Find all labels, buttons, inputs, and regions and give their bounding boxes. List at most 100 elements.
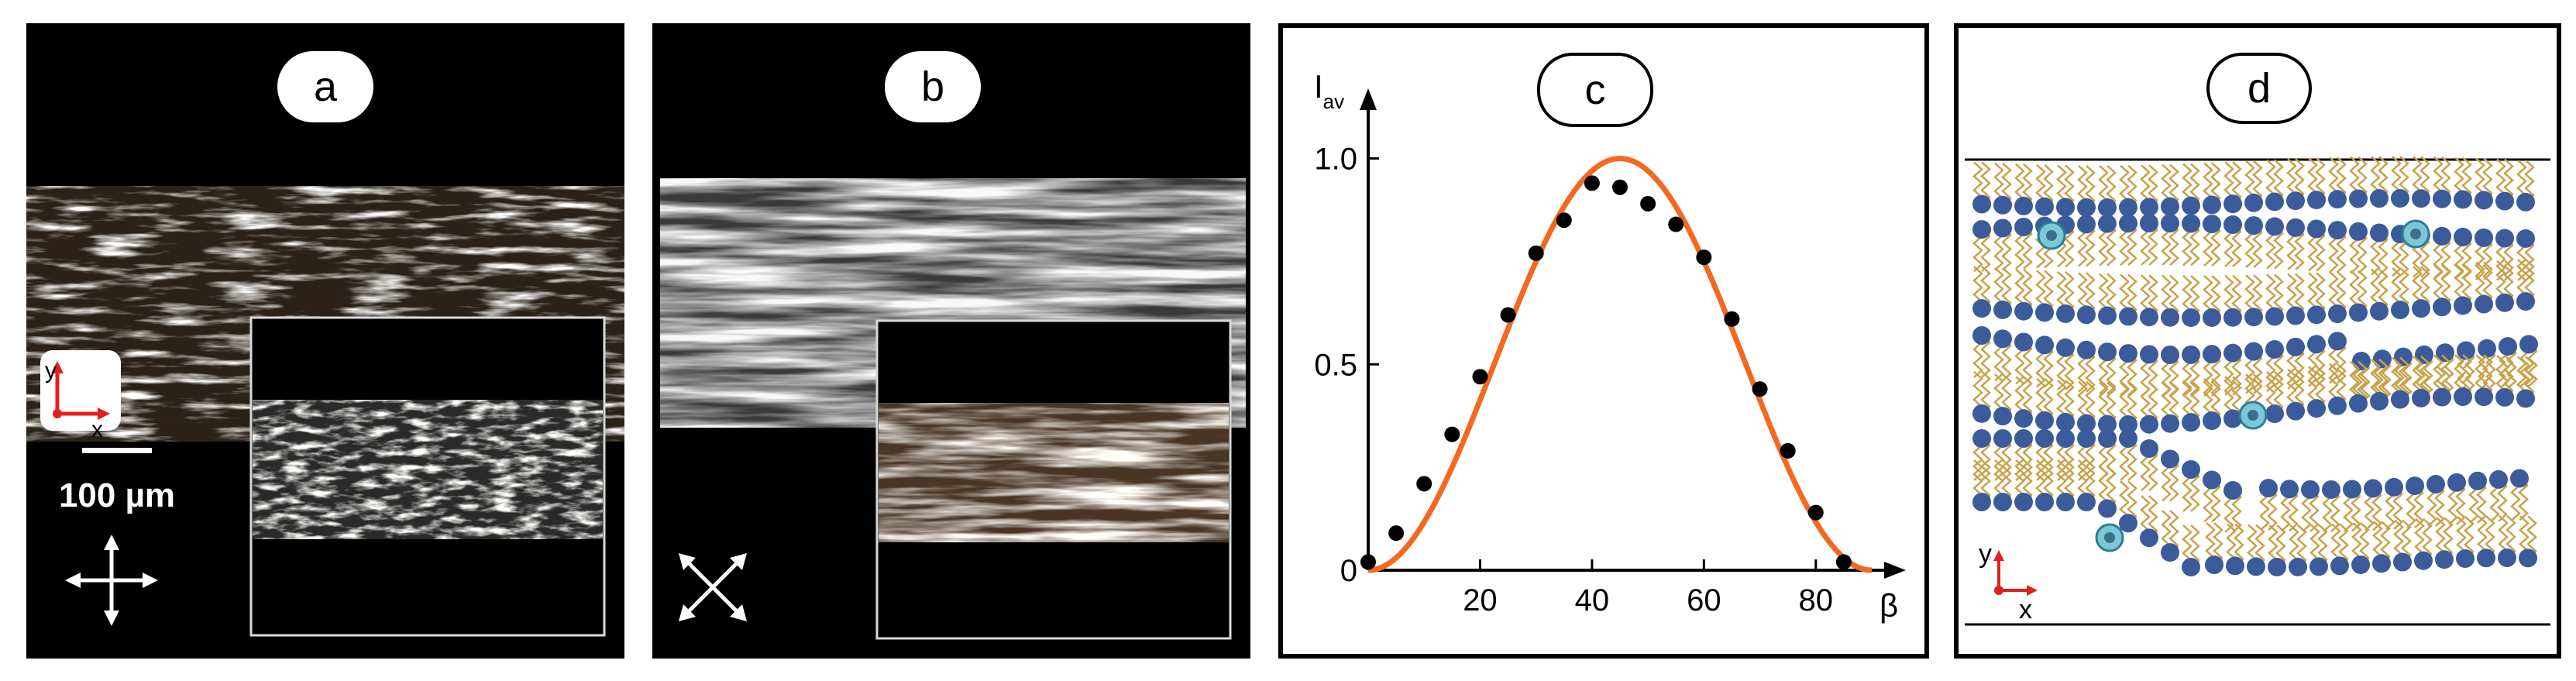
lipid-head	[2391, 189, 2409, 208]
data-point-2	[1416, 476, 1432, 492]
lipid-head	[2077, 215, 2096, 234]
lipid-head	[2244, 308, 2263, 327]
lipid-head	[2056, 198, 2075, 217]
lipid-head	[2412, 388, 2430, 408]
lipid-head	[2182, 308, 2200, 327]
y-axis-arrow-icon	[1360, 88, 1377, 110]
lipid-head	[2223, 308, 2242, 327]
lipid-head	[2119, 198, 2137, 217]
lipid-head	[2035, 197, 2054, 216]
lipid-head	[2098, 499, 2117, 518]
lipid-head	[2352, 352, 2371, 370]
lipid-head	[2119, 214, 2137, 233]
lipid-head	[2477, 549, 2495, 568]
lipid-head	[2391, 301, 2409, 320]
data-point-8	[1584, 175, 1600, 191]
lipid-head	[2349, 394, 2368, 413]
lipid-head	[2370, 391, 2389, 411]
lipid-head	[2433, 226, 2451, 246]
y-tick-label-1: 0.5	[1314, 348, 1357, 382]
lipid-head	[2119, 307, 2137, 326]
lipid-head	[2203, 195, 2221, 215]
lipid-head	[2364, 479, 2382, 498]
lipid-head	[2014, 409, 2033, 428]
y-axis-label-subscript: av	[1323, 90, 1344, 113]
lipid-head	[2370, 223, 2389, 242]
lipid-head	[2014, 429, 2033, 448]
lipid-head	[2182, 558, 2200, 576]
lipid-head	[1993, 329, 2012, 349]
data-point-14	[1752, 381, 1768, 397]
lipid-head	[2328, 221, 2347, 240]
lipid-head	[2516, 292, 2535, 311]
lipid-head	[2056, 493, 2075, 511]
lipid-head	[2077, 305, 2096, 325]
particle-core-0	[2046, 230, 2057, 241]
lipid-head	[2468, 471, 2487, 490]
lipid-head	[2014, 217, 2033, 236]
lipid-head	[2140, 439, 2158, 458]
lipid-head	[2140, 198, 2158, 217]
lipid-head	[2475, 387, 2493, 407]
particle-core-3	[2104, 532, 2115, 543]
scale-bar-label: 100 µm	[59, 476, 175, 514]
lipid-head	[2328, 332, 2347, 351]
lipid-head	[1993, 195, 2012, 215]
panel-a-micrograph: y x 100 µm	[26, 186, 624, 637]
lipid-head	[2223, 215, 2242, 234]
panel-b-label: b	[885, 51, 981, 122]
data-point-1	[1388, 525, 1405, 542]
data-point-5	[1500, 307, 1516, 323]
lipid-head	[2161, 449, 2179, 469]
lipid-head	[2056, 429, 2075, 448]
lipid-head	[2370, 189, 2389, 208]
intensity-chart: 20 40 60 80 0 0.5 1.0 β Iav	[1314, 68, 1906, 624]
fit-curve	[1367, 155, 1873, 573]
lipid-head	[2393, 552, 2412, 572]
lipid-head	[2489, 469, 2508, 489]
lipid-head	[2475, 294, 2493, 314]
lipid-head	[1972, 220, 1991, 239]
data-point-4	[1472, 369, 1488, 385]
lipid-head	[2343, 480, 2361, 499]
lipid-head	[2372, 554, 2391, 573]
panel-d-axis-y-label: y	[1979, 539, 1992, 569]
lipid-head	[2161, 308, 2179, 327]
panel-d-label: d	[2206, 53, 2312, 124]
lipid-head	[2265, 217, 2284, 236]
lipid-head	[2286, 218, 2305, 237]
lipid-head	[2035, 429, 2054, 448]
lipid-head	[2475, 191, 2493, 210]
lipid-head	[2516, 229, 2535, 248]
lipid-head	[2077, 493, 2096, 511]
lipid-head	[2499, 337, 2517, 356]
lipid-head	[2286, 401, 2305, 421]
lipid-head	[2119, 344, 2137, 363]
lipid-head	[2349, 222, 2368, 241]
x-tick-label-40: 40	[1575, 583, 1610, 617]
panel-a-axis-x-label: x	[91, 417, 103, 442]
lipid-head	[2077, 429, 2096, 448]
lipid-head	[2426, 474, 2445, 494]
lipid-head	[1972, 194, 1991, 214]
panel-a-label: a	[277, 51, 373, 122]
data-point-6	[1528, 245, 1544, 261]
data-point-3	[1444, 426, 1460, 442]
lipid-head	[2203, 470, 2221, 490]
y-tick-label-0: 0	[1340, 554, 1357, 588]
lipid-head	[2309, 557, 2328, 576]
lipid-head	[2307, 191, 2326, 210]
lipid-head	[2077, 414, 2096, 433]
lipid-head	[2226, 556, 2244, 576]
lipid-head	[2516, 192, 2535, 212]
lipid-head	[2456, 549, 2475, 569]
lipid-head	[2412, 299, 2430, 318]
data-point-16	[1807, 504, 1824, 521]
lipid-head	[2161, 543, 2179, 562]
data-point-9	[1612, 179, 1628, 195]
data-point-10	[1640, 195, 1656, 212]
lipid-head	[2415, 345, 2433, 364]
lipid-head	[2495, 229, 2514, 248]
lipid-head	[1972, 299, 1991, 318]
lipid-head	[2203, 308, 2221, 327]
